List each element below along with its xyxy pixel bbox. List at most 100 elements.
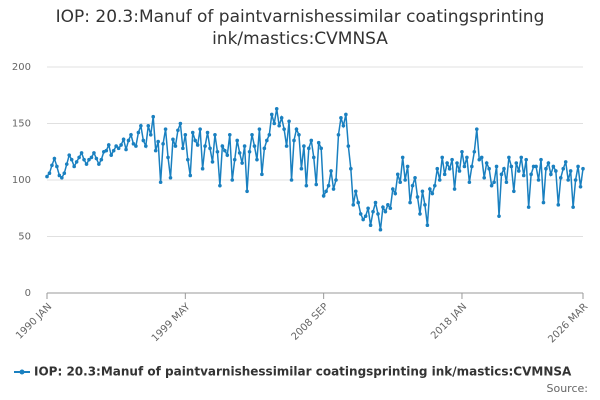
data-point bbox=[121, 137, 126, 142]
data-point bbox=[235, 138, 239, 143]
data-point bbox=[94, 156, 99, 161]
data-point bbox=[494, 164, 499, 169]
data-point bbox=[252, 144, 257, 148]
data-point bbox=[311, 155, 316, 160]
data-point bbox=[539, 157, 543, 162]
data-point bbox=[52, 156, 57, 161]
data-point bbox=[146, 123, 151, 128]
data-point bbox=[153, 148, 158, 153]
data-point bbox=[331, 187, 336, 191]
data-point bbox=[208, 146, 212, 151]
data-point bbox=[173, 144, 178, 148]
data-point bbox=[158, 180, 163, 185]
data-point bbox=[144, 144, 148, 148]
data-point bbox=[114, 144, 118, 148]
data-point bbox=[502, 166, 506, 171]
data-point bbox=[514, 161, 519, 165]
data-point bbox=[267, 133, 272, 137]
data-point bbox=[467, 180, 472, 185]
data-point bbox=[269, 112, 274, 117]
data-point bbox=[536, 178, 541, 182]
data-point bbox=[232, 157, 237, 162]
data-point bbox=[413, 175, 417, 180]
data-point bbox=[405, 164, 410, 169]
data-point bbox=[250, 133, 254, 137]
source-label: Source: bbox=[547, 382, 589, 395]
data-point bbox=[166, 155, 170, 160]
data-point bbox=[524, 157, 528, 162]
data-point bbox=[437, 178, 442, 182]
data-point bbox=[116, 146, 121, 151]
data-point bbox=[531, 164, 536, 169]
data-point bbox=[573, 178, 578, 182]
data-point bbox=[339, 116, 343, 120]
data-point bbox=[50, 163, 54, 168]
data-point bbox=[230, 178, 235, 182]
data-point bbox=[265, 138, 269, 143]
data-point bbox=[139, 123, 143, 128]
data-point bbox=[497, 214, 501, 218]
data-point bbox=[450, 157, 454, 162]
data-point bbox=[284, 144, 289, 148]
data-point bbox=[176, 128, 180, 133]
data-point bbox=[408, 200, 412, 205]
data-point bbox=[410, 183, 415, 188]
data-point bbox=[430, 191, 435, 196]
x-tick-label: 2026 MAR bbox=[546, 301, 590, 345]
data-point bbox=[554, 169, 558, 173]
data-point bbox=[193, 138, 198, 143]
data-point bbox=[381, 205, 385, 209]
data-point bbox=[181, 146, 185, 151]
data-point bbox=[432, 183, 437, 188]
data-point bbox=[376, 212, 380, 216]
data-point bbox=[148, 133, 153, 137]
data-point bbox=[272, 121, 277, 126]
data-point bbox=[277, 123, 281, 128]
data-point bbox=[225, 153, 230, 157]
data-point bbox=[106, 143, 111, 147]
data-point bbox=[279, 116, 284, 120]
data-point bbox=[482, 175, 486, 180]
data-point bbox=[383, 209, 388, 214]
data-point bbox=[578, 184, 583, 189]
data-point bbox=[558, 175, 563, 180]
data-point bbox=[79, 151, 84, 155]
data-point bbox=[378, 227, 383, 232]
data-point bbox=[282, 127, 286, 131]
data-point bbox=[57, 173, 62, 178]
data-point bbox=[440, 155, 445, 160]
data-point bbox=[465, 155, 469, 160]
data-point bbox=[418, 212, 422, 216]
data-point bbox=[341, 123, 346, 128]
data-point bbox=[487, 166, 491, 171]
data-point bbox=[67, 153, 72, 157]
x-tick-label: 2008 SEP bbox=[290, 301, 331, 342]
data-point bbox=[129, 133, 133, 137]
data-point bbox=[223, 148, 227, 153]
data-point bbox=[507, 155, 511, 160]
data-point bbox=[62, 171, 67, 176]
data-point bbox=[245, 189, 249, 194]
data-point bbox=[171, 137, 175, 142]
data-point bbox=[388, 206, 393, 211]
data-point bbox=[474, 127, 479, 131]
data-point bbox=[213, 133, 217, 137]
y-tick-label: 100 bbox=[12, 175, 31, 186]
data-point bbox=[262, 146, 267, 151]
data-point bbox=[546, 161, 551, 165]
data-point bbox=[156, 139, 160, 144]
data-point bbox=[492, 180, 496, 185]
data-point bbox=[87, 157, 91, 162]
data-point bbox=[188, 173, 193, 178]
data-point bbox=[161, 142, 165, 146]
data-point bbox=[551, 164, 556, 169]
data-point bbox=[190, 130, 195, 135]
data-point bbox=[136, 130, 141, 135]
y-tick-label: 150 bbox=[12, 119, 31, 130]
data-point bbox=[141, 138, 146, 143]
data-point bbox=[84, 162, 89, 166]
data-point bbox=[316, 140, 321, 145]
data-point bbox=[556, 203, 561, 207]
data-point bbox=[516, 169, 521, 173]
data-point bbox=[119, 143, 123, 147]
